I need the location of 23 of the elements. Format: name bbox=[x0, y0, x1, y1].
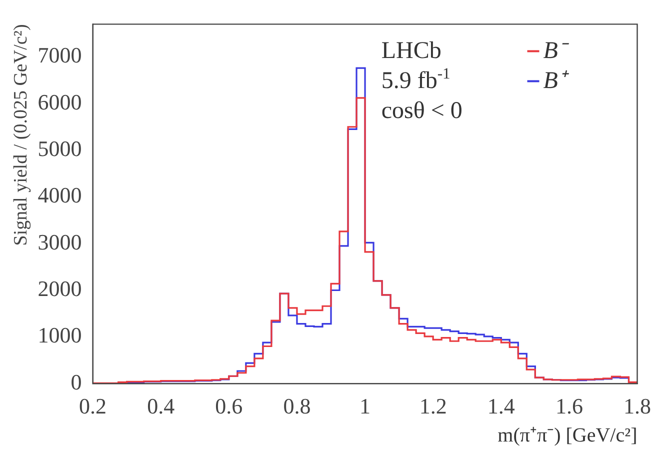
annotation: cosθ < 0 bbox=[381, 98, 462, 124]
x-tick-label: 1 bbox=[360, 394, 371, 419]
y-tick-label: 6000 bbox=[38, 89, 82, 114]
legend-label: B⁺ bbox=[543, 68, 569, 94]
legend-label: B⁻ bbox=[543, 38, 569, 64]
annotation: LHCb bbox=[381, 38, 442, 64]
x-tick-label: 0.8 bbox=[283, 394, 311, 419]
x-tick-label: 0.6 bbox=[215, 394, 243, 419]
x-tick-label: 1.2 bbox=[419, 394, 447, 419]
y-tick-label: 5000 bbox=[38, 136, 82, 162]
x-tick-label: 0.4 bbox=[147, 394, 175, 419]
y-tick-label: 2000 bbox=[38, 276, 82, 302]
y-tick-label: 0 bbox=[70, 369, 82, 394]
y-tick-label: 3000 bbox=[38, 229, 82, 254]
y-tick-label: 1000 bbox=[38, 322, 82, 348]
x-axis-title: m(π⁺π⁻) [GeV/c²] bbox=[498, 424, 638, 446]
y-tick-label: 4000 bbox=[38, 182, 82, 208]
y-tick-label: 7000 bbox=[38, 42, 82, 68]
x-tick-label: 1.6 bbox=[555, 394, 583, 419]
x-tick-label: 1.8 bbox=[624, 394, 651, 419]
x-tick-label: 0.2 bbox=[79, 394, 107, 419]
x-tick-label: 1.4 bbox=[487, 394, 515, 419]
y-axis-title: Signal yield / (0.025 GeV/c²) bbox=[10, 24, 32, 246]
